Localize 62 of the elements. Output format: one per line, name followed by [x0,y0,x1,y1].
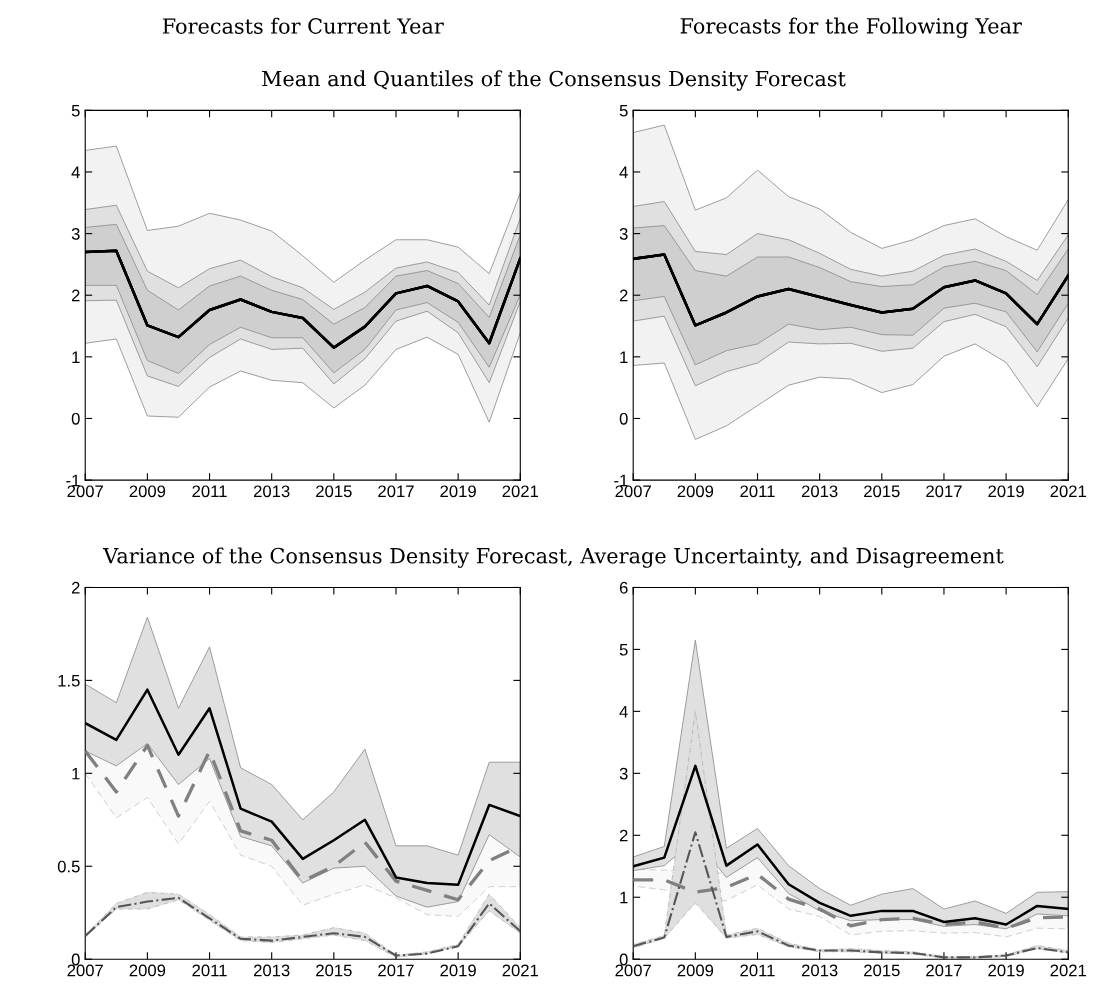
x-tick-label: 2019 [988,485,1024,498]
y-tick-label: 1 [620,891,628,904]
y-tick-label: -1 [66,474,80,487]
x-tick-label: 2021 [1050,964,1086,977]
y-tick-label: 5 [619,643,628,656]
x-tick-label: 2021 [502,485,539,498]
x-tick-label: 2013 [801,964,838,977]
y-tick-label: 3 [619,767,628,780]
x-tick-label: 2007 [615,485,651,498]
x-tick-label: 2019 [440,964,476,977]
x-tick-label: 2007 [67,485,103,498]
y-tick-label: 2 [619,829,628,842]
x-tick-label: 2017 [378,485,414,498]
x-tick-label: 2019 [440,485,476,498]
x-tick-label: 2007 [615,964,651,977]
y-tick-label: 0 [619,412,628,425]
y-tick-label: 1 [72,767,80,780]
y-tick-label: 6 [619,581,628,594]
x-tick-label: 2017 [926,485,962,498]
x-tick-label: 2015 [864,485,900,498]
x-tick-label: 2011 [192,964,227,977]
x-tick-label: 2015 [316,485,352,498]
x-tick-label: 2015 [316,964,352,977]
y-tick-label: 0 [71,953,80,966]
chart-title: Forecasts for the Following Year [680,17,1022,39]
y-tick-label: 2 [619,289,628,302]
y-tick-label: 4 [619,705,628,718]
x-tick-label: 2009 [129,964,166,977]
y-tick-label: 2 [71,289,80,302]
x-tick-label: 2009 [677,964,714,977]
y-tick-label: 1.5 [58,674,80,687]
y-tick-label: 1 [72,351,80,363]
x-tick-label: 2015 [864,964,900,977]
chart-title: Forecasts for Current Year [162,17,444,34]
x-tick-label: 2021 [1050,485,1086,498]
y-tick-label: -1 [614,474,628,487]
x-tick-label: 2019 [988,964,1024,977]
x-tick-label: 2017 [378,964,414,977]
x-tick-label: 2011 [192,485,227,498]
x-tick-label: 2011 [740,964,775,977]
x-tick-label: 2013 [253,485,290,498]
y-tick-label: 5 [71,104,80,117]
y-tick-label: 4 [619,166,628,178]
x-tick-label: 2013 [801,485,838,498]
y-tick-label: 0.5 [57,860,80,873]
y-tick-label: 1 [620,351,628,363]
x-tick-label: 2017 [926,964,962,977]
chart-subtitle: Mean and Quantiles of the Consensus Density Forecast [262,70,846,91]
x-tick-label: 2013 [253,964,290,977]
x-tick-label: 2011 [740,485,775,498]
y-tick-label: 0 [71,412,80,425]
y-tick-label: 5 [619,104,628,117]
chart-subtitle: Variance of the Consensus Density Forecast, Average Uncertainty, and Disagreement [102,547,1004,568]
y-tick-label: 0 [619,953,628,966]
x-tick-label: 2009 [677,485,714,498]
y-tick-label: 3 [619,227,628,240]
x-tick-label: 2021 [502,964,539,977]
y-tick-label: 3 [71,227,80,240]
y-tick-label: 2 [71,581,80,594]
y-tick-label: 4 [71,166,80,178]
x-tick-label: 2009 [129,485,166,498]
x-tick-label: 2007 [67,964,103,977]
